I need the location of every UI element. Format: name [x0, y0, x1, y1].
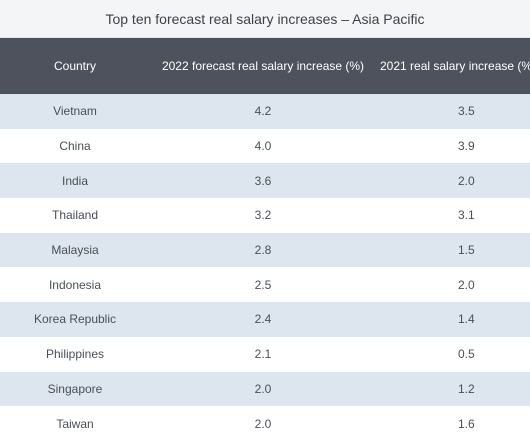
cell-country: Malaysia [51, 243, 99, 258]
header-country: Country [53, 59, 97, 73]
cell-2021-actual: 2.0 [458, 173, 475, 188]
cell-2021-actual: 1.4 [458, 312, 475, 327]
cell-2022-forecast: 4.0 [254, 139, 272, 154]
table-row: Indonesia 2.5 2.0 [0, 267, 530, 303]
cell-2021-actual: 3.5 [458, 104, 475, 119]
cell-country: Korea Republic [33, 312, 117, 327]
cell-country: Indonesia [48, 277, 102, 292]
table-title-bar: Top ten forecast real salary increases –… [0, 0, 530, 38]
table-row: Korea Republic 2.4 1.4 [0, 302, 530, 337]
cell-country: China [59, 139, 91, 154]
cell-2022-forecast: 3.2 [254, 208, 272, 223]
header-2022-forecast: 2022 forecast real salary increase (%) [161, 59, 365, 73]
cell-country: Singapore [47, 381, 103, 396]
cell-country: Taiwan [56, 416, 94, 431]
cell-2021-actual: 2.0 [458, 277, 475, 292]
cell-2022-forecast: 2.1 [254, 347, 272, 362]
header-2021-actual: 2021 real salary increase (%) [380, 59, 530, 73]
table-header: Country 2022 forecast real salary increa… [0, 38, 530, 94]
cell-2022-forecast: 4.2 [254, 104, 272, 119]
table-row: Taiwan 2.0 1.6 [0, 406, 530, 441]
table-body: Vietnam 4.2 3.5 China 4.0 3.9 India 3.6 2.0 Thail… [0, 94, 530, 441]
cell-2022-forecast: 3.6 [254, 173, 272, 188]
cell-country: Vietnam [53, 104, 97, 119]
table-row: Thailand 3.2 3.1 [0, 198, 530, 233]
table-row: Vietnam 4.2 3.5 [0, 94, 530, 129]
header-row: Country 2022 forecast real salary increa… [0, 38, 530, 94]
table-row: Philippines 2.1 0.5 [0, 336, 530, 372]
table-title: Top ten forecast real salary increases –… [105, 10, 425, 27]
cell-2022-forecast: 2.0 [254, 381, 272, 396]
table-row: China 4.0 3.9 [0, 128, 530, 164]
cell-country: India [61, 173, 89, 188]
cell-2022-forecast: 2.4 [254, 312, 272, 327]
cell-country: Philippines [45, 347, 105, 362]
cell-country: Thailand [51, 208, 99, 223]
cell-2021-actual: 1.6 [458, 416, 475, 431]
cell-2022-forecast: 2.8 [254, 243, 272, 258]
cell-2022-forecast: 2.0 [254, 416, 272, 431]
table-row: India 3.6 2.0 [0, 163, 530, 199]
cell-2021-actual: 3.9 [458, 139, 475, 154]
cell-2021-actual: 0.5 [458, 347, 475, 362]
salary-table: Country 2022 forecast real salary increa… [0, 38, 530, 441]
cell-2021-actual: 1.5 [458, 243, 475, 258]
table-row: Singapore 2.0 1.2 [0, 371, 530, 407]
cell-2021-actual: 1.2 [458, 381, 475, 396]
cell-2022-forecast: 2.5 [254, 277, 272, 292]
cell-2021-actual: 3.1 [458, 208, 475, 223]
table-row: Malaysia 2.8 1.5 [0, 232, 530, 268]
